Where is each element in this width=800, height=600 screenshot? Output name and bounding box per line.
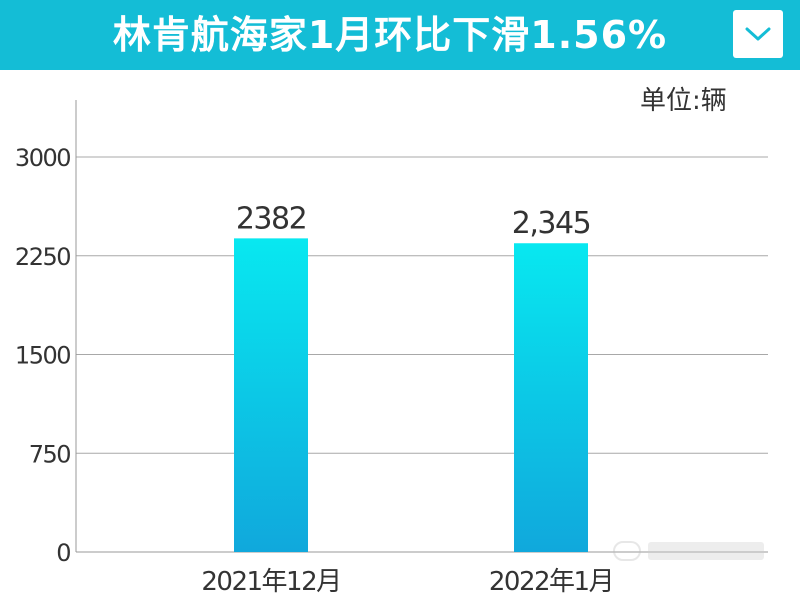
x-category-label: 2022年1月 [489,567,613,597]
bar-value-label: 2,345 [512,206,590,241]
bar [234,238,308,552]
x-category-label: 2021年12月 [201,567,340,597]
dropdown-button[interactable] [733,10,783,58]
y-tick-label: 750 [29,440,71,468]
y-tick-label: 2250 [15,243,70,271]
y-tick-label: 3000 [15,144,70,172]
y-tick-label: 0 [56,539,70,567]
bar [514,243,588,552]
page-title: 林肯航海家1月环比下滑1.56% [112,13,668,57]
bar-chart: 0 750 1500 2250 3000 2382 2021年12月 2,345 2022年1月 [15,100,768,597]
site-logo-watermark [613,541,764,561]
bar-value-label: 2382 [236,201,306,236]
chevron-down-icon [745,27,771,41]
unit-label: 单位:辆 [640,86,727,116]
title-bar [0,0,800,70]
y-tick-label: 1500 [15,342,70,370]
